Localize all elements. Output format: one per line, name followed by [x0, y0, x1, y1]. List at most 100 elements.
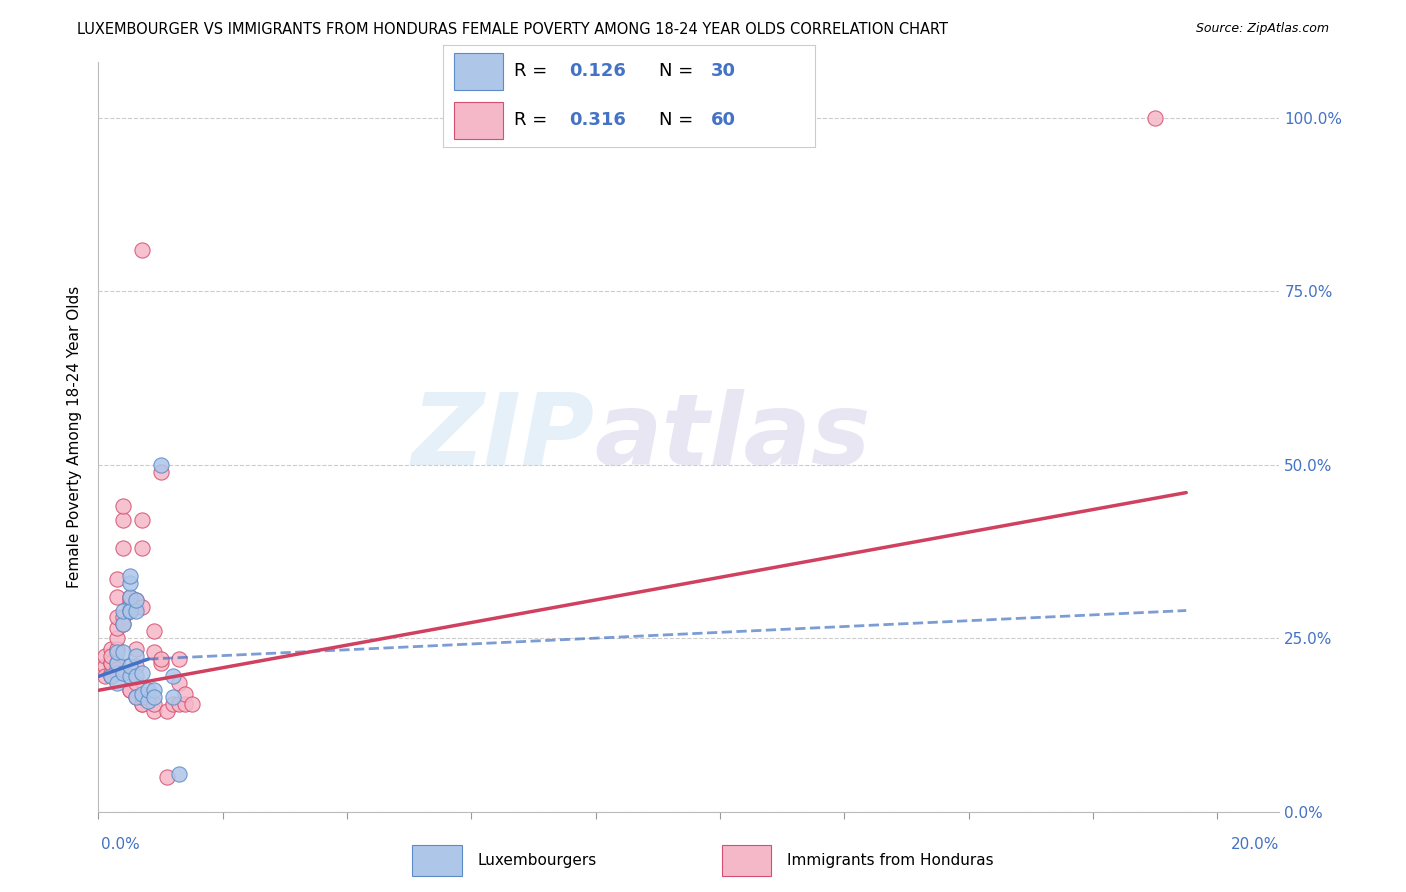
Text: 0.0%: 0.0%: [101, 837, 141, 852]
Text: Luxembourgers: Luxembourgers: [477, 854, 596, 868]
Text: Source: ZipAtlas.com: Source: ZipAtlas.com: [1195, 22, 1329, 36]
Point: [125, 659, 148, 673]
Text: 60: 60: [711, 111, 737, 129]
Point: [112, 617, 135, 632]
Point: [100, 648, 122, 663]
Point: [174, 697, 197, 711]
Text: Immigrants from Honduras: Immigrants from Honduras: [786, 854, 993, 868]
Text: R =: R =: [513, 111, 553, 129]
Point: [118, 603, 141, 617]
Point: [112, 610, 135, 624]
Point: [167, 697, 190, 711]
Point: [136, 694, 159, 708]
Point: [131, 697, 153, 711]
Point: [100, 656, 122, 670]
Point: [143, 624, 166, 639]
Point: [125, 648, 148, 663]
Point: [143, 690, 166, 705]
Point: [131, 665, 153, 680]
Point: [125, 603, 148, 617]
Point: [93, 669, 115, 683]
Point: [162, 697, 184, 711]
Point: [143, 645, 166, 659]
Point: [118, 683, 141, 698]
Y-axis label: Female Poverty Among 18-24 Year Olds: Female Poverty Among 18-24 Year Olds: [67, 286, 83, 588]
Bar: [721, 846, 770, 876]
Point: [162, 690, 184, 705]
Text: 20.0%: 20.0%: [1232, 837, 1279, 852]
Point: [143, 704, 166, 718]
Bar: [454, 102, 502, 139]
Point: [149, 656, 172, 670]
Point: [118, 590, 141, 604]
Point: [112, 617, 135, 632]
Point: [105, 632, 128, 646]
Point: [93, 648, 115, 663]
Point: [118, 590, 141, 604]
Point: [125, 669, 148, 683]
Point: [112, 541, 135, 555]
Point: [118, 603, 141, 617]
Point: [118, 569, 141, 583]
Point: [105, 590, 128, 604]
Point: [93, 659, 115, 673]
Point: [143, 683, 166, 698]
Point: [118, 683, 141, 698]
Point: [131, 687, 153, 701]
Point: [149, 652, 172, 666]
Point: [162, 669, 184, 683]
Point: [136, 683, 159, 698]
Point: [118, 593, 141, 607]
Text: LUXEMBOURGER VS IMMIGRANTS FROM HONDURAS FEMALE POVERTY AMONG 18-24 YEAR OLDS CO: LUXEMBOURGER VS IMMIGRANTS FROM HONDURAS…: [77, 22, 948, 37]
Point: [1144, 111, 1167, 125]
Point: [167, 676, 190, 690]
Point: [131, 243, 153, 257]
Point: [100, 641, 122, 656]
Point: [131, 600, 153, 615]
Point: [167, 766, 190, 780]
Text: 30: 30: [711, 62, 737, 79]
Bar: [454, 53, 502, 90]
Point: [105, 656, 128, 670]
Text: 0.316: 0.316: [569, 111, 627, 129]
Point: [118, 659, 141, 673]
Point: [112, 665, 135, 680]
Point: [118, 600, 141, 615]
Point: [118, 669, 141, 683]
Text: ZIP: ZIP: [412, 389, 595, 485]
Point: [105, 641, 128, 656]
Point: [100, 669, 122, 683]
Point: [125, 641, 148, 656]
Text: N =: N =: [659, 111, 699, 129]
Text: N =: N =: [659, 62, 699, 79]
Point: [125, 600, 148, 615]
Point: [100, 656, 122, 670]
Text: R =: R =: [513, 62, 553, 79]
Point: [112, 665, 135, 680]
Point: [125, 593, 148, 607]
Point: [125, 593, 148, 607]
Point: [125, 676, 148, 690]
Point: [167, 652, 190, 666]
Point: [156, 704, 179, 718]
Point: [100, 669, 122, 683]
Point: [112, 603, 135, 617]
Point: [131, 690, 153, 705]
Point: [105, 676, 128, 690]
Point: [105, 572, 128, 586]
Point: [118, 575, 141, 590]
Point: [105, 656, 128, 670]
Point: [105, 621, 128, 635]
Point: [112, 500, 135, 514]
Point: [174, 687, 197, 701]
Text: atlas: atlas: [595, 389, 870, 485]
Point: [131, 513, 153, 527]
Point: [131, 541, 153, 555]
Point: [112, 513, 135, 527]
Point: [131, 697, 153, 711]
Point: [149, 465, 172, 479]
Point: [156, 770, 179, 784]
Point: [118, 603, 141, 617]
Point: [112, 645, 135, 659]
Point: [149, 458, 172, 472]
